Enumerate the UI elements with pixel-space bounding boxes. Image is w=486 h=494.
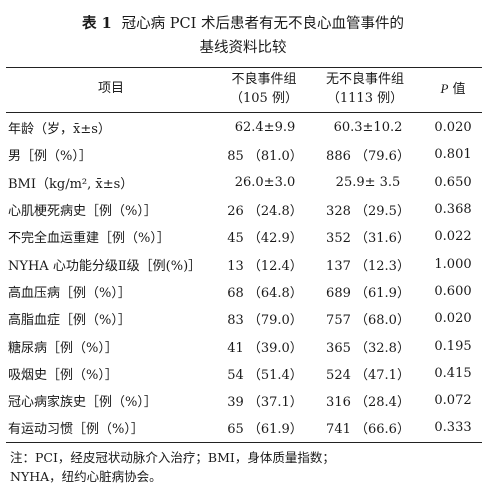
cell-item: 糖尿病［例（%）］ <box>8 340 118 356</box>
table-row: 冠心病家族史［例（%）］ 39 （37.1） 316 （28.4） 0.072 <box>6 387 482 414</box>
cell-group-b: 689 （61.9） <box>326 285 410 301</box>
header-group-a-name: 不良事件组 <box>231 72 297 87</box>
table-row: 吸烟史［例（%）］ 54 （51.4） 524 （47.1） 0.415 <box>6 360 482 387</box>
cell-p-value: 0.020 <box>434 311 472 327</box>
cell-group-b: 328 （29.5） <box>326 204 410 220</box>
title-line-1: 表 1 冠心病 PCI 术后患者有无不良心血管事件的 <box>0 12 486 36</box>
cell-p-value: 0.650 <box>434 174 472 190</box>
cell-p-value: 0.195 <box>434 338 472 354</box>
table-row: 不完全血运重建［例（%）］ 45 （42.9） 352 （31.6） 0.022 <box>6 223 482 250</box>
title-text-1: 冠心病 PCI 术后患者有无不良心血管事件的 <box>121 16 404 32</box>
cell-p-value: 0.333 <box>434 420 472 436</box>
note-line-2: NYHA，纽约心脏病协会。 <box>10 469 162 484</box>
cell-item: 心肌梗死病史［例（%）］ <box>8 204 157 220</box>
cell-group-b: 25.9± 3.5 <box>335 174 401 190</box>
cell-group-b: 886 （79.6） <box>326 149 410 165</box>
cell-item: 高脂血症［例（%）］ <box>8 313 131 329</box>
header-p-value: P 值 <box>424 79 482 119</box>
table-note: 注：PCI，经皮冠状动脉介入治疗；BMI，身体质量指数； NYHA，纽约心脏病协… <box>10 448 480 486</box>
cell-item: BMI（kg/m², x̄±s） <box>8 176 134 192</box>
table-row: 有运动习惯［例（%）］ 65 （61.9） 741 （66.6） 0.333 <box>6 414 482 441</box>
cell-group-a: 65 （61.9） <box>227 422 303 438</box>
cell-item: NYHA 心功能分级Ⅱ级［例(%)］ <box>8 258 202 274</box>
cell-group-a: 13 （12.4） <box>227 258 303 274</box>
header-group-b-count: （1113 例） <box>326 91 404 106</box>
cell-item: 不完全血运重建［例（%）］ <box>8 231 170 247</box>
cell-group-a: 26 （24.8） <box>227 204 303 220</box>
cell-group-b: 741 （66.6） <box>326 422 410 438</box>
header-group-a-count: （105 例） <box>230 91 298 106</box>
cell-group-a: 68 （64.8） <box>227 285 303 301</box>
cell-group-b: 316 （28.4） <box>326 395 410 411</box>
header-item: 项目 <box>97 81 124 96</box>
title-line-2: 基线资料比较 <box>199 40 287 56</box>
cell-group-b: 352 （31.6） <box>326 231 410 247</box>
cell-p-value: 0.600 <box>434 283 472 299</box>
table-row: 心肌梗死病史［例（%）］ 26 （24.8） 328 （29.5） 0.368 <box>6 196 482 223</box>
cell-item: 吸烟史［例（%）］ <box>8 367 118 383</box>
cell-group-a: 39 （37.1） <box>227 395 303 411</box>
table-row: 年龄（岁，x̄±s） 62.4±9.9 60.3±10.2 0.020 <box>6 114 482 141</box>
table-row: BMI（kg/m², x̄±s） 26.0±3.0 25.9± 3.5 0.65… <box>6 169 482 196</box>
header-group-b-name: 无不良事件组 <box>325 72 404 87</box>
cell-p-value: 0.415 <box>434 365 472 381</box>
top-rule <box>6 67 482 68</box>
cell-group-a: 45 （42.9） <box>227 231 303 247</box>
bottom-rule <box>6 442 482 443</box>
table-row: 高脂血症［例（%）］ 83 （79.0） 757 （68.0） 0.020 <box>6 305 482 332</box>
cell-group-a: 62.4±9.9 <box>234 120 296 136</box>
table-row: 高血压病［例（%）］ 68 （64.8） 689 （61.9） 0.600 <box>6 278 482 305</box>
cell-group-a: 83 （79.0） <box>227 313 303 329</box>
header-rule <box>6 112 482 113</box>
cell-p-value: 1.000 <box>434 256 472 272</box>
cell-p-value: 0.368 <box>434 202 472 218</box>
cell-item: 高血压病［例（%）］ <box>8 285 131 301</box>
cell-item: 有运动习惯［例（%）］ <box>8 422 144 438</box>
note-line-1: 注：PCI，经皮冠状动脉介入治疗；BMI，身体质量指数； <box>10 450 335 465</box>
table-number: 表 1 <box>82 15 112 32</box>
cell-p-value: 0.022 <box>434 229 472 245</box>
table-row: 男［例（%）］ 85 （81.0） 886 （79.6） 0.801 <box>6 141 482 168</box>
header-group-b: 无不良事件组 （1113 例） <box>312 70 418 110</box>
table-row: NYHA 心功能分级Ⅱ级［例(%)］ 13 （12.4） 137 （12.3） … <box>6 250 482 277</box>
cell-group-a: 26.0±3.0 <box>234 174 296 190</box>
cell-group-b: 60.3±10.2 <box>333 120 403 136</box>
cell-item: 年龄（岁，x̄±s） <box>8 122 111 138</box>
cell-group-a: 41 （39.0） <box>227 340 303 356</box>
cell-item: 男［例（%）］ <box>8 149 92 165</box>
cell-p-value: 0.801 <box>434 147 472 163</box>
cell-group-a: 85 （81.0） <box>227 149 303 165</box>
header-p-suffix: 值 <box>448 82 466 97</box>
cell-p-value: 0.072 <box>434 393 472 409</box>
table-title: 表 1 冠心病 PCI 术后患者有无不良心血管事件的 基线资料比较 <box>0 12 486 60</box>
table-body: 年龄（岁，x̄±s） 62.4±9.9 60.3±10.2 0.020 男［例（… <box>6 114 482 442</box>
cell-group-b: 757 （68.0） <box>326 313 410 329</box>
cell-p-value: 0.020 <box>434 120 472 136</box>
cell-group-b: 365 （32.8） <box>326 340 410 356</box>
cell-group-b: 137 （12.3） <box>326 258 410 274</box>
header-group-a: 不良事件组 （105 例） <box>218 70 310 110</box>
cell-item: 冠心病家族史［例（%）］ <box>8 395 157 411</box>
header-p-letter: P <box>440 81 449 96</box>
table-row: 糖尿病［例（%）］ 41 （39.0） 365 （32.8） 0.195 <box>6 332 482 359</box>
cell-group-b: 524 （47.1） <box>326 367 410 383</box>
cell-group-a: 54 （51.4） <box>227 367 303 383</box>
